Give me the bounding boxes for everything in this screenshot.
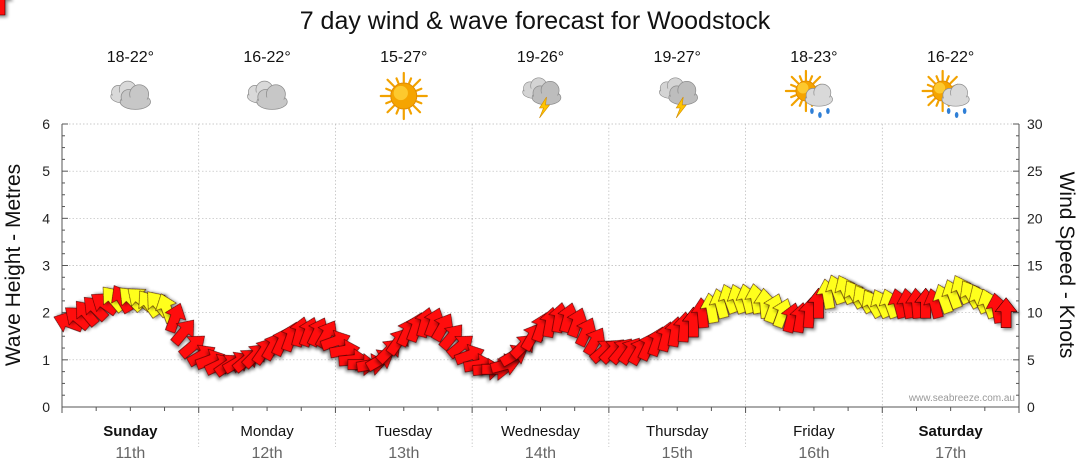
day-date: 13th [388, 445, 419, 462]
left-tick-label: 4 [42, 210, 50, 226]
day-name: Tuesday [375, 423, 432, 440]
right-tick-label: 30 [1027, 116, 1043, 132]
left-axis-label: Wave Height - Metres [2, 164, 25, 366]
left-tick-label: 6 [42, 116, 50, 132]
right-tick-label: 5 [1027, 352, 1035, 368]
day-temperature: 16-22° [927, 49, 974, 66]
day-name: Friday [793, 423, 835, 440]
weather-icons [110, 69, 970, 121]
day-labels: Sunday 11th Monday 12th Tuesday 13th Wednesday… [103, 423, 983, 462]
day-name: Monday [240, 423, 294, 440]
left-tick-label: 2 [42, 305, 50, 321]
right-tick-label: 20 [1027, 210, 1043, 226]
left-tick-label: 0 [42, 399, 50, 415]
wind-arrows [0, 0, 1018, 381]
credit-text: www.seabreeze.com.au [908, 393, 1015, 404]
day-temperature: 16-22° [243, 49, 290, 66]
day-temperature: 15-27° [380, 49, 427, 66]
sun-icon [379, 71, 428, 121]
left-axis-ticks: 0 1 2 3 4 5 6 [42, 116, 50, 415]
left-tick-label: 3 [42, 258, 50, 274]
sun-shower-icon [784, 69, 833, 118]
day-name: Sunday [103, 423, 158, 440]
left-tick-label: 5 [42, 163, 50, 179]
day-temperature: 19-27° [654, 49, 701, 66]
cloud-icon [110, 80, 151, 110]
day-date: 17th [935, 445, 966, 462]
day-date: 14th [525, 445, 556, 462]
day-date: 11th [115, 445, 145, 462]
wind-arrow [164, 303, 187, 334]
day-name: Wednesday [501, 423, 580, 440]
right-axis-ticks: 0 5 10 15 20 25 30 [1027, 116, 1043, 415]
chart-title: 7 day wind & wave forecast for Woodstock [300, 7, 771, 35]
right-axis-label: Wind Speed - Knots [1055, 172, 1078, 359]
right-tick-label: 10 [1027, 305, 1043, 321]
day-temperature: 18-23° [790, 49, 837, 66]
wind-arrow [0, 0, 6, 16]
right-tick-label: 0 [1027, 399, 1035, 415]
left-tick-label: 1 [42, 352, 50, 368]
day-date: 12th [252, 445, 283, 462]
right-tick-label: 15 [1027, 258, 1043, 274]
day-name: Saturday [919, 423, 984, 440]
temperature-labels: 18-22° 16-22° 15-27° 19-26° 19-27° 18-23° 16-2… [107, 49, 975, 66]
day-temperature: 18-22° [107, 49, 154, 66]
cloud-icon [247, 80, 288, 110]
grid-lines [61, 123, 1020, 447]
wind-arrow [994, 297, 1018, 329]
sun-shower-icon [921, 69, 970, 118]
day-date: 15th [662, 445, 693, 462]
day-name: Thursday [646, 423, 709, 440]
day-temperature: 19-26° [517, 49, 564, 66]
day-date: 16th [798, 445, 829, 462]
storm-icon [659, 77, 698, 119]
storm-icon [522, 77, 562, 119]
right-tick-label: 25 [1027, 163, 1043, 179]
